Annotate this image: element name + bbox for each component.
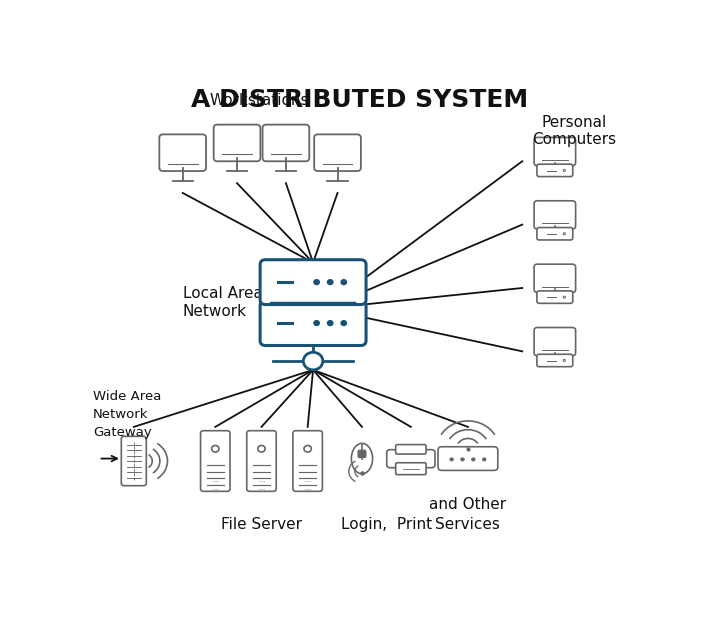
Text: and Other
Services: and Other Services: [429, 497, 507, 532]
FancyBboxPatch shape: [260, 301, 366, 346]
Text: Local Area
Network: Local Area Network: [183, 286, 263, 319]
FancyBboxPatch shape: [214, 125, 260, 161]
Circle shape: [472, 458, 475, 461]
Circle shape: [327, 321, 333, 325]
FancyBboxPatch shape: [537, 291, 573, 303]
FancyBboxPatch shape: [534, 201, 576, 229]
FancyBboxPatch shape: [537, 227, 573, 240]
Text: Wide Area
Network
Gateway: Wide Area Network Gateway: [93, 390, 161, 439]
Text: Workstations: Workstations: [209, 92, 308, 108]
FancyBboxPatch shape: [159, 134, 206, 171]
FancyBboxPatch shape: [395, 444, 426, 454]
Circle shape: [450, 458, 454, 461]
FancyBboxPatch shape: [534, 137, 576, 166]
Text: Personal
Computers: Personal Computers: [532, 115, 616, 147]
Circle shape: [314, 280, 320, 285]
Circle shape: [482, 458, 486, 461]
Circle shape: [314, 321, 320, 325]
FancyBboxPatch shape: [200, 430, 230, 491]
Circle shape: [563, 233, 566, 235]
Circle shape: [563, 360, 566, 361]
Circle shape: [563, 170, 566, 172]
FancyBboxPatch shape: [121, 436, 147, 486]
Text: A DISTRIBUTED SYSTEM: A DISTRIBUTED SYSTEM: [191, 88, 528, 112]
FancyBboxPatch shape: [537, 164, 573, 177]
Circle shape: [304, 446, 311, 452]
Text: Login,  Print: Login, Print: [341, 517, 432, 532]
FancyBboxPatch shape: [314, 134, 361, 171]
Text: File Server: File Server: [221, 517, 302, 532]
FancyBboxPatch shape: [537, 354, 573, 367]
FancyBboxPatch shape: [293, 430, 322, 491]
FancyBboxPatch shape: [263, 125, 309, 161]
FancyBboxPatch shape: [260, 260, 366, 304]
FancyBboxPatch shape: [395, 463, 426, 475]
Circle shape: [327, 280, 333, 285]
Circle shape: [563, 296, 566, 298]
Circle shape: [212, 446, 219, 452]
Circle shape: [341, 280, 346, 285]
FancyBboxPatch shape: [387, 449, 435, 468]
Circle shape: [258, 446, 265, 452]
FancyBboxPatch shape: [358, 450, 366, 458]
FancyBboxPatch shape: [438, 447, 498, 470]
Circle shape: [304, 353, 323, 370]
Ellipse shape: [351, 443, 372, 473]
FancyBboxPatch shape: [247, 430, 276, 491]
FancyBboxPatch shape: [534, 264, 576, 292]
Circle shape: [341, 321, 346, 325]
Circle shape: [461, 458, 464, 461]
FancyBboxPatch shape: [534, 327, 576, 356]
